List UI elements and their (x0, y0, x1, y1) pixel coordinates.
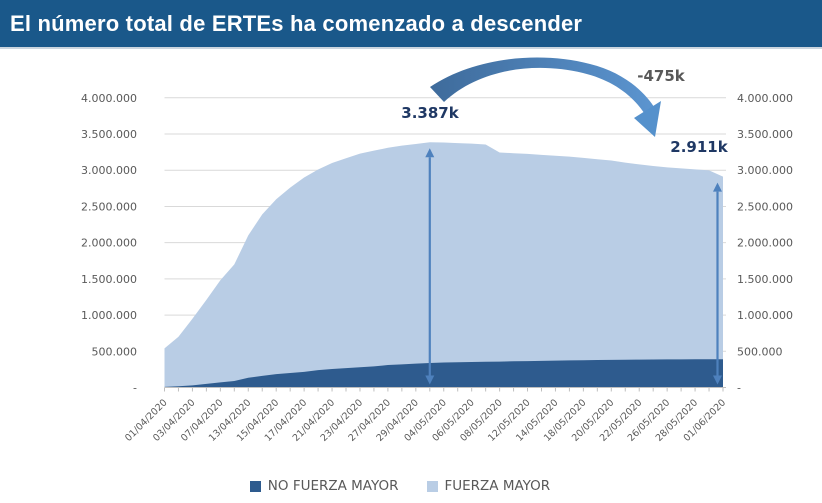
svg-text:4.000.000: 4.000.000 (81, 92, 137, 105)
svg-text:2.500.000: 2.500.000 (737, 200, 793, 213)
svg-text:1.500.000: 1.500.000 (81, 273, 137, 286)
svg-text:1.000.000: 1.000.000 (81, 309, 137, 322)
axis-ticks (164, 387, 726, 392)
change-value-label: -475k (637, 67, 685, 85)
reference-double-arrows (425, 148, 722, 385)
svg-text:1.000.000: 1.000.000 (737, 309, 793, 322)
legend-swatch-fuerza-mayor (426, 480, 438, 492)
chart-region: - 500.000 1.000.000 1.500.000 2.000.000 2.500… (0, 49, 822, 503)
legend-label-fuerza-mayor: FUERZA MAYOR (444, 478, 551, 494)
svg-text:3.000.000: 3.000.000 (81, 164, 137, 177)
end-value-label: 2.911k (670, 138, 728, 156)
svg-text:3.000.000: 3.000.000 (737, 164, 793, 177)
svg-text:500.000: 500.000 (737, 345, 783, 358)
svg-text:2.000.000: 2.000.000 (81, 237, 137, 250)
area-series (164, 142, 723, 388)
svg-text:2.500.000: 2.500.000 (81, 200, 137, 213)
legend-item-fuerza-mayor: FUERZA MAYOR (426, 478, 551, 494)
svg-text:2.000.000: 2.000.000 (737, 237, 793, 250)
svg-text:500.000: 500.000 (92, 345, 138, 358)
legend-label-no-fuerza-mayor: NO FUERZA MAYOR (267, 478, 399, 494)
y-axis-labels-left: - 500.000 1.000.000 1.500.000 2.000.000 2.500… (81, 92, 137, 395)
decline-arrowhead-icon (634, 101, 661, 137)
decline-curved-arrow (430, 57, 661, 137)
svg-text:4.000.000: 4.000.000 (737, 92, 793, 105)
chart-title: El número total de ERTEs ha comenzado a … (10, 10, 583, 36)
svg-text:1.500.000: 1.500.000 (737, 273, 793, 286)
chart-legend: NO FUERZA MAYOR FUERZA MAYOR (0, 478, 811, 494)
svg-text:3.500.000: 3.500.000 (81, 128, 137, 141)
legend-swatch-no-fuerza-mayor (249, 480, 261, 492)
legend-item-no-fuerza-mayor: NO FUERZA MAYOR (249, 478, 399, 494)
x-axis-labels: 01/04/202003/04/202007/04/202013/04/2020… (123, 397, 728, 444)
y-axis-labels-right: - 500.000 1.000.000 1.500.000 2.000.000 2.500… (737, 92, 793, 395)
svg-text:3.500.000: 3.500.000 (737, 128, 793, 141)
svg-text:-: - (737, 382, 741, 395)
title-bar: El número total de ERTEs ha comenzado a … (0, 0, 822, 49)
svg-text:-: - (133, 382, 137, 395)
erte-stacked-area-chart: - 500.000 1.000.000 1.500.000 2.000.000 2.500… (81, 57, 793, 444)
peak-value-label: 3.387k (401, 104, 459, 122)
